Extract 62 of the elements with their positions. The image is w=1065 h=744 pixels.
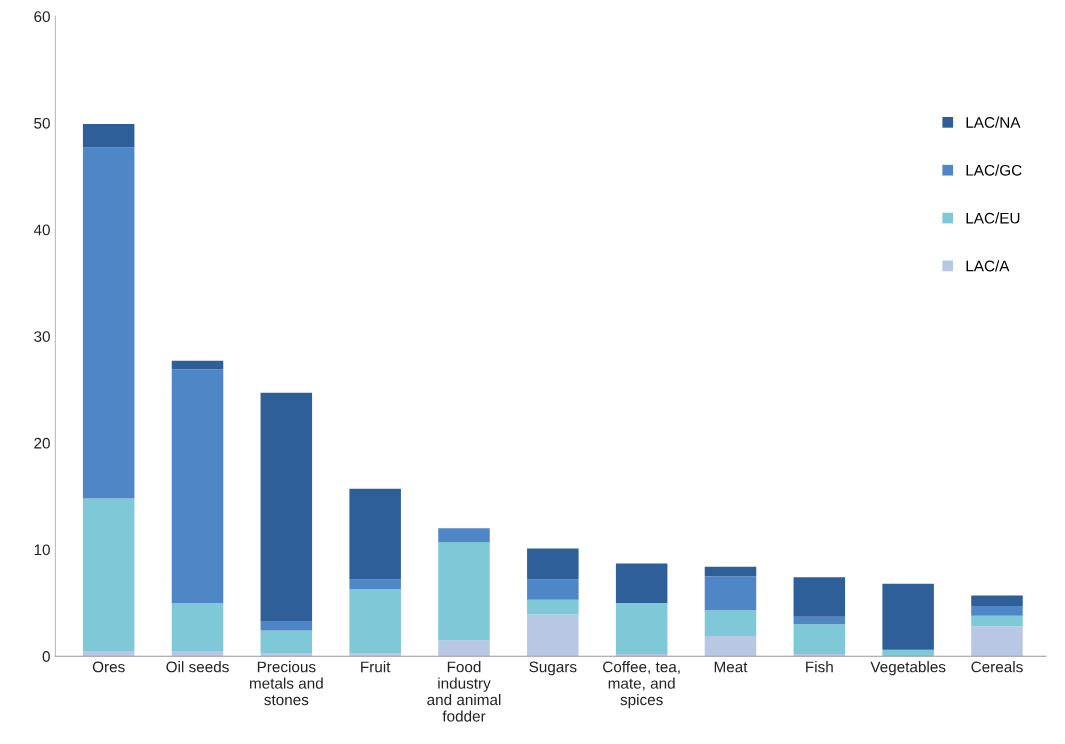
- bar: [882, 649, 934, 657]
- legend-label: LAC/NA: [966, 116, 1021, 128]
- bar: [171, 369, 224, 603]
- bar: [438, 640, 490, 657]
- x-tick-label: Cereals: [971, 661, 1023, 673]
- bar: [971, 606, 1023, 616]
- bar: [615, 602, 668, 655]
- x-tick-label: Meat: [714, 661, 748, 673]
- bar: [615, 654, 668, 657]
- legend-label: LAC/A: [966, 260, 1010, 272]
- bar: [615, 563, 668, 603]
- bar: [971, 615, 1023, 627]
- bar: [793, 577, 846, 617]
- bar: [793, 654, 846, 657]
- bar: [704, 610, 757, 636]
- bar: [704, 566, 757, 577]
- y-tick-label: 20: [34, 437, 50, 449]
- y-tick-label: 10: [34, 544, 50, 556]
- bar: [527, 548, 579, 580]
- bar: [82, 650, 135, 657]
- bar: [438, 542, 490, 641]
- y-tick-label: 30: [34, 331, 50, 342]
- y-tick-label: 0: [42, 651, 50, 662]
- bar: [882, 583, 934, 650]
- bar: [438, 528, 490, 543]
- bar: [793, 624, 846, 655]
- bar: [527, 579, 579, 600]
- y-tick-label: 50: [34, 117, 50, 129]
- bar: [260, 630, 313, 654]
- legend-label: LAC/EU: [966, 212, 1020, 224]
- bar: [171, 602, 224, 651]
- y-tick-label: 40: [33, 224, 50, 236]
- x-tick-label: Precious metals and stones: [249, 661, 323, 706]
- x-tick-label: Sugars: [529, 661, 577, 676]
- x-tick-label: Food industry and animal fodder: [427, 661, 501, 722]
- bar: [793, 616, 846, 625]
- x-tick-label: Coffee, tea, mate, and spices: [603, 661, 680, 709]
- bar: [527, 614, 579, 657]
- x-tick-label: Vegetables: [870, 661, 946, 676]
- y-tick-label: 60: [34, 11, 50, 23]
- bar: [349, 579, 401, 590]
- bar: [82, 124, 135, 148]
- bar: [260, 392, 313, 622]
- legend-label: LAC/GC: [966, 164, 1022, 176]
- bar: [349, 488, 401, 580]
- bar: [171, 360, 224, 370]
- bar: [349, 653, 401, 657]
- bar: [82, 498, 135, 651]
- x-tick-label: Ores: [92, 661, 125, 673]
- x-tick-label: Oil seeds: [166, 661, 229, 673]
- bar: [971, 595, 1023, 607]
- bar: [260, 653, 313, 657]
- bar: [171, 650, 224, 657]
- bar: [704, 576, 757, 611]
- bar: [349, 589, 401, 654]
- x-tick-label: Fruit: [361, 661, 391, 673]
- bar: [704, 635, 757, 657]
- bar: [82, 147, 135, 499]
- bar: [971, 626, 1023, 657]
- x-tick-label: Fish: [806, 661, 833, 673]
- bar: [260, 621, 313, 631]
- bar: [527, 599, 579, 615]
